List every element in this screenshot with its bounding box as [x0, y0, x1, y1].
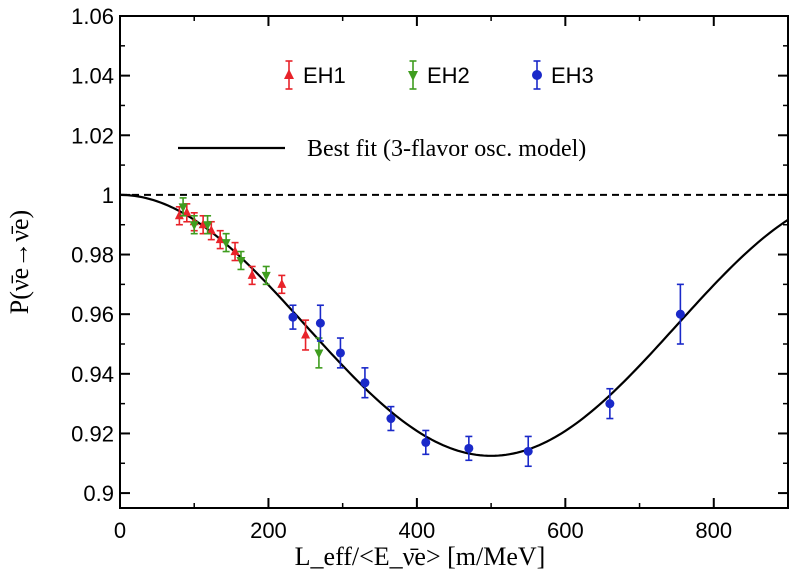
x-tick-label: 0 — [114, 518, 126, 543]
data-point-eh3 — [315, 318, 325, 328]
data-point-eh3 — [335, 348, 345, 358]
data-point-eh1 — [277, 278, 287, 288]
data-point-eh3 — [288, 312, 298, 322]
legend-marker-eh2 — [408, 71, 418, 81]
legend-label-eh1: EH1 — [303, 63, 346, 88]
y-tick-label: 1.02 — [71, 123, 114, 148]
y-tick-label: 1 — [102, 183, 114, 208]
data-point-eh3 — [421, 437, 431, 447]
legend-label-eh2: EH2 — [427, 63, 470, 88]
data-points-group — [174, 197, 685, 468]
data-point-eh2 — [314, 349, 324, 359]
data-point-eh2 — [178, 203, 188, 213]
fit-curve-group — [119, 193, 789, 457]
x-tick-label: 800 — [695, 518, 732, 543]
data-point-eh3 — [360, 378, 370, 388]
data-point-eh1 — [174, 210, 184, 220]
legend-marker-eh1 — [284, 69, 294, 79]
y-tick-label: 1.04 — [71, 64, 114, 89]
data-point-eh1 — [198, 219, 208, 229]
data-point-eh2 — [236, 257, 246, 267]
y-tick-label: 1.06 — [71, 4, 114, 29]
data-point-eh3 — [464, 443, 474, 453]
data-point-eh3 — [605, 399, 615, 409]
data-point-eh2 — [203, 221, 213, 231]
data-point-eh1 — [247, 269, 257, 279]
best-fit-curve — [119, 193, 789, 457]
data-point-eh3 — [675, 309, 685, 319]
data-point-eh1 — [301, 329, 311, 339]
x-axis-title: L_eff/<E_ν̄e> [m/MeV] — [295, 542, 546, 571]
legend-marker-eh3 — [532, 70, 542, 80]
x-tick-label: 200 — [250, 518, 287, 543]
x-tick-label: 600 — [547, 518, 584, 543]
data-point-eh1 — [182, 207, 192, 217]
y-tick-label: 0.9 — [83, 481, 114, 506]
data-point-eh2 — [189, 221, 199, 231]
data-point-eh2 — [261, 271, 271, 281]
data-point-eh3 — [386, 414, 396, 424]
data-point-eh1 — [215, 234, 225, 244]
y-tick-label: 0.92 — [71, 421, 114, 446]
y-tick-label: 0.96 — [71, 302, 114, 327]
data-point-eh1 — [206, 225, 216, 235]
axis-ticks: 0 200 400 600 800 0.9 0.92 0.94 0.96 0.98 1 1.02 1.0… — [71, 4, 788, 543]
plot-frame — [119, 15, 789, 509]
legend-label-eh3: EH3 — [551, 63, 594, 88]
data-point-eh3 — [523, 446, 533, 456]
y-tick-label: 0.98 — [71, 243, 114, 268]
y-axis-title: P(ν̄e→ν̄e) — [5, 210, 34, 314]
legend-label-best-fit: Best fit (3-flavor osc. model) — [307, 136, 586, 162]
data-point-eh1 — [230, 246, 240, 256]
data-point-eh2 — [221, 239, 231, 249]
legend: EH1 EH2 EH3 Best fit (3-flavor osc. model) — [178, 60, 594, 162]
x-tick-label: 400 — [399, 518, 436, 543]
y-tick-label: 0.94 — [71, 362, 114, 387]
